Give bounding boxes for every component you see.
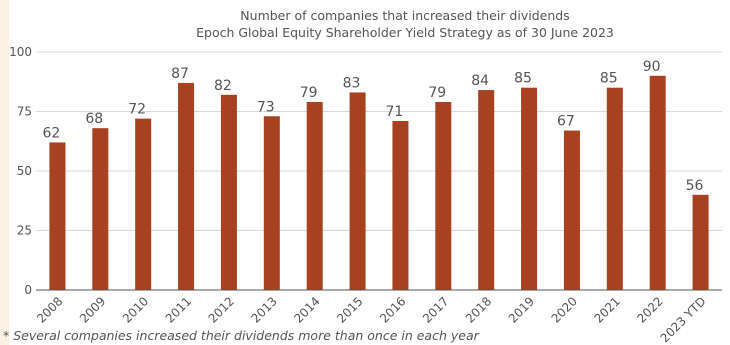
bar-2019 xyxy=(521,87,538,290)
data-label: 72 xyxy=(128,102,146,118)
y-axis-ticks: 0 25 50 75 100 xyxy=(9,45,32,297)
footnote: * Several companies increased their divi… xyxy=(3,328,479,343)
chart-title: Number of companies that increased their… xyxy=(240,8,569,23)
y-tick-label: 100 xyxy=(9,45,32,59)
x-tick-label: 2017 xyxy=(420,294,451,325)
y-tick-label: 50 xyxy=(17,164,32,178)
bar-2018 xyxy=(478,90,495,290)
x-tick-label: 2022 xyxy=(634,294,665,325)
bar-2021 xyxy=(606,87,623,290)
data-label: 56 xyxy=(686,178,704,194)
data-label: 84 xyxy=(471,73,489,89)
x-tick-label: 2019 xyxy=(506,294,537,325)
x-tick-label: 2012 xyxy=(206,294,237,325)
data-label: 82 xyxy=(214,78,232,94)
y-tick-label: 75 xyxy=(17,105,32,119)
bar-2022 xyxy=(649,75,666,290)
data-label: 79 xyxy=(300,85,318,101)
bar-2011 xyxy=(178,82,195,290)
x-tick-label: 2008 xyxy=(34,294,65,325)
chart-subtitle: Epoch Global Equity Shareholder Yield St… xyxy=(196,25,614,40)
bar-2023-ytd xyxy=(692,194,709,290)
data-label: 87 xyxy=(171,66,189,82)
x-tick-label: 2016 xyxy=(377,294,408,325)
data-label: 71 xyxy=(386,104,404,120)
x-tick-label: 2011 xyxy=(163,294,194,325)
data-label: 73 xyxy=(257,99,275,115)
data-label: 83 xyxy=(343,75,361,91)
data-label: 62 xyxy=(43,125,61,141)
bar-2009 xyxy=(92,128,109,290)
data-label: 67 xyxy=(557,114,575,130)
data-label: 68 xyxy=(85,111,103,127)
bar-2015 xyxy=(349,92,366,291)
bar-2016 xyxy=(392,121,409,291)
x-tick-label: 2015 xyxy=(334,294,365,325)
x-tick-label: 2014 xyxy=(291,294,322,325)
y-tick-label: 0 xyxy=(24,283,32,297)
bars xyxy=(49,75,709,291)
y-tick-label: 25 xyxy=(17,224,32,238)
data-label: 79 xyxy=(428,85,446,101)
bar-2012 xyxy=(220,94,237,290)
bar-2010 xyxy=(135,118,152,290)
x-tick-label: 2021 xyxy=(591,294,622,325)
bar-2017 xyxy=(435,101,452,290)
x-tick-label: 2020 xyxy=(549,294,580,325)
bar-2013 xyxy=(263,116,280,290)
data-label: 90 xyxy=(643,59,661,75)
x-tick-label: 2010 xyxy=(120,294,151,325)
left-accent-strip xyxy=(0,0,9,345)
x-tick-label: 2009 xyxy=(77,294,108,325)
data-labels: 62 68 72 87 82 73 79 83 71 79 84 85 67 85 90 56 xyxy=(43,59,704,194)
data-label: 85 xyxy=(600,71,618,87)
x-tick-label: 2023 YTD xyxy=(658,294,709,345)
x-tick-label: 2013 xyxy=(248,294,279,325)
bar-2014 xyxy=(306,101,323,290)
bar-2008 xyxy=(49,142,66,290)
data-label: 85 xyxy=(514,71,532,87)
bar-2020 xyxy=(563,130,580,290)
x-tick-label: 2018 xyxy=(463,294,494,325)
